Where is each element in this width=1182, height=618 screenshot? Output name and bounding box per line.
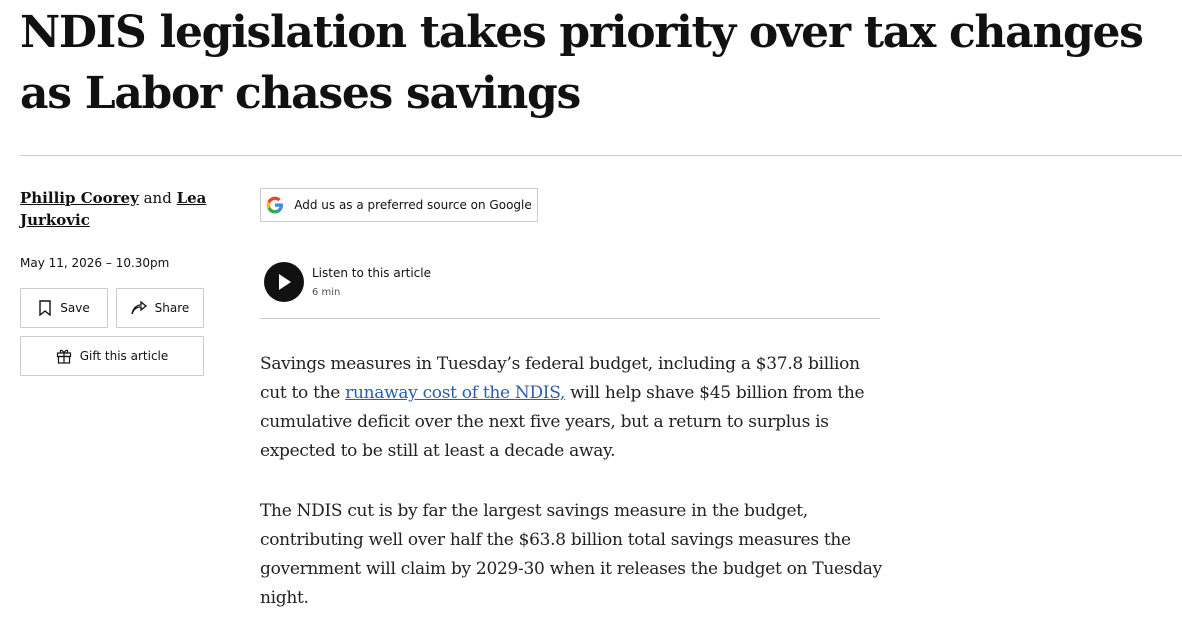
paragraph: The NDIS cut is by far the largest savin… [260,501,882,608]
gift-button[interactable]: Gift this article [20,336,204,376]
audio-duration: 6 min [312,287,341,298]
author-link[interactable]: Phillip Coorey [20,189,139,207]
paragraph-text: will help shave $45 billion from the cum… [260,383,865,461]
divider [20,155,1182,156]
bookmark-icon [39,300,51,316]
paragraph: Savings measures in Tuesday’s federal bu… [260,350,885,466]
gift-icon [56,349,71,364]
share-icon [131,301,147,315]
play-button[interactable] [263,261,305,303]
divider [260,318,880,319]
save-button[interactable]: Save [20,288,108,328]
gift-label: Gift this article [79,349,169,363]
audio-label: Listen to this article [312,266,431,280]
share-label: Share [154,301,190,315]
google-source-button[interactable]: Add us as a preferred source on Google [260,188,538,222]
headline: NDIS legislation takes priority over tax… [20,7,1144,119]
share-button[interactable]: Share [116,288,204,328]
google-source-label: Add us as a preferred source on Google [294,198,532,212]
google-icon [266,196,284,214]
byline-joiner: and [143,189,172,207]
article-link[interactable]: runaway cost of the NDIS, [345,383,566,403]
paragraph-text: Savings measures in Tuesday’s federal bu… [260,354,860,403]
save-label: Save [60,301,90,315]
byline: Phillip Coorey and Lea Jurkovic [20,187,210,231]
author-link[interactable]: Lea Jurkovic [20,189,207,229]
publish-date: May 11, 2026 – 10.30pm [20,256,170,270]
